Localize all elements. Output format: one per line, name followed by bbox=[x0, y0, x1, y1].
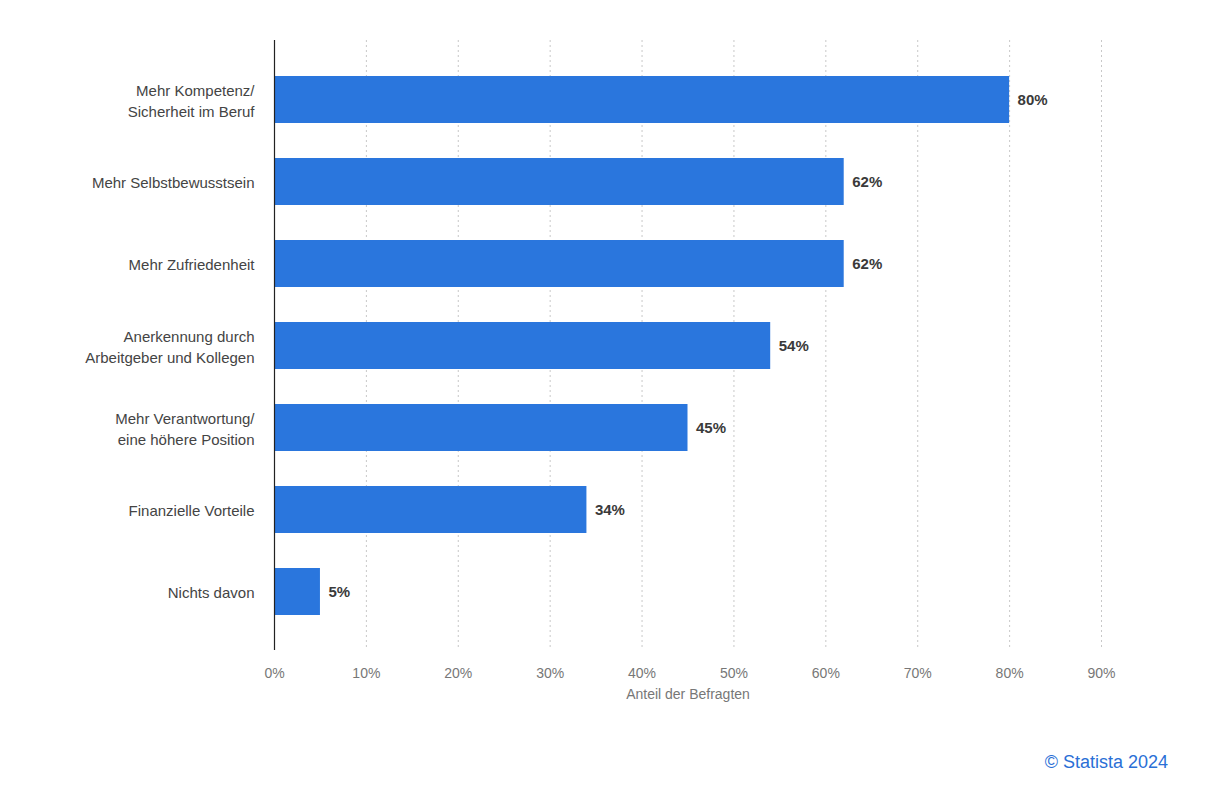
svg-text:60%: 60% bbox=[812, 665, 840, 681]
html-text:© Statista 2024: © Statista 2024 bbox=[1044, 752, 1168, 772]
svg-text:Finanzielle Vorteile: Finanzielle Vorteile bbox=[129, 502, 255, 519]
svg-text:Anerkennung durchArbeitgeber u: Anerkennung durchArbeitgeber und Kollege… bbox=[85, 328, 254, 365]
svg-text:62%: 62% bbox=[852, 173, 882, 190]
svg-text:20%: 20% bbox=[444, 665, 472, 681]
svg-text:Anteil der Befragten: Anteil der Befragten bbox=[626, 686, 750, 702]
svg-text:90%: 90% bbox=[1087, 665, 1115, 681]
svg-text:Mehr Selbstbewusstsein: Mehr Selbstbewusstsein bbox=[92, 174, 255, 191]
svg-text:0%: 0% bbox=[264, 665, 284, 681]
svg-text:34%: 34% bbox=[595, 501, 625, 518]
svg-text:Mehr Zufriedenheit: Mehr Zufriedenheit bbox=[129, 256, 256, 273]
svg-text:10%: 10% bbox=[352, 665, 380, 681]
svg-text:80%: 80% bbox=[996, 665, 1024, 681]
svg-text:40%: 40% bbox=[628, 665, 656, 681]
svg-text:50%: 50% bbox=[720, 665, 748, 681]
svg-text:Mehr Kompetenz/Sicherheit im B: Mehr Kompetenz/Sicherheit im Beruf bbox=[128, 82, 256, 119]
svg-text:80%: 80% bbox=[1018, 91, 1048, 108]
svg-text:Mehr Verantwortung/eine höhere: Mehr Verantwortung/eine höhere Position bbox=[115, 410, 255, 447]
svg-text:45%: 45% bbox=[696, 419, 726, 436]
svg-text:30%: 30% bbox=[536, 665, 564, 681]
svg-text:62%: 62% bbox=[852, 255, 882, 272]
svg-text:70%: 70% bbox=[904, 665, 932, 681]
svg-text:5%: 5% bbox=[328, 583, 350, 600]
svg-text:54%: 54% bbox=[779, 337, 809, 354]
svg-text:Nichts davon: Nichts davon bbox=[168, 584, 255, 601]
